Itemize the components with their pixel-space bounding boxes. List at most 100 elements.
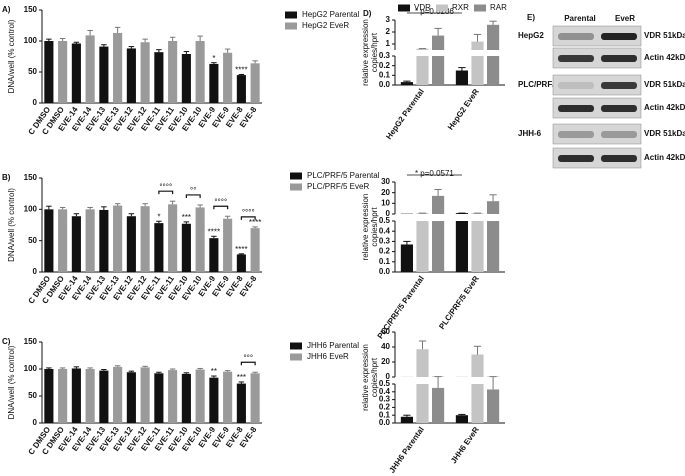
blot-band	[601, 55, 637, 62]
y-tick-label: 3	[386, 15, 391, 24]
bar	[71, 368, 81, 423]
x-tick-label: HepG2 EveR	[446, 87, 481, 132]
bar	[140, 42, 150, 103]
bar	[99, 209, 109, 272]
bar	[71, 43, 81, 103]
significance-mark: ***	[237, 373, 246, 382]
comparison-label: °°	[190, 186, 196, 195]
bar	[154, 373, 164, 423]
y-tick-label: 0.5	[379, 379, 391, 388]
legend-label: RXR	[452, 3, 469, 12]
band-label: Actin 42kDa	[644, 103, 685, 112]
y-axis-label: copies/hprt	[370, 357, 379, 397]
y-tick-label: 100	[24, 364, 38, 373]
y-tick-label: 0.4	[379, 226, 391, 235]
bar	[432, 35, 445, 50]
bar	[416, 48, 429, 50]
bar	[140, 206, 150, 272]
blot-band	[601, 131, 637, 138]
bar	[432, 195, 445, 214]
legend-swatch	[290, 353, 302, 361]
y-tick-label: 100	[24, 204, 38, 213]
bar	[236, 383, 246, 423]
legend-label: PLC/PRF/5 Parental	[307, 171, 380, 180]
blot-band	[601, 82, 637, 89]
cell-line-label: HepG2	[518, 31, 544, 40]
bar	[223, 52, 233, 103]
legend-swatch	[474, 4, 486, 12]
band-label: VDR 51kDa	[644, 129, 685, 138]
bar	[455, 221, 468, 272]
bar	[487, 201, 500, 214]
significance-mark: **	[211, 367, 217, 376]
cell-line-label: PLC/PRF/5	[518, 80, 559, 89]
bar	[58, 209, 68, 272]
y-axis-label: DNA/well (% control)	[7, 19, 16, 93]
bar	[487, 389, 500, 423]
bar	[58, 369, 68, 423]
significance-mark: ***	[182, 213, 191, 222]
bar	[209, 377, 219, 423]
y-tick-label: 0.2	[379, 61, 391, 70]
bar	[126, 372, 136, 423]
significance-mark: ****	[249, 218, 261, 227]
bar	[432, 221, 445, 272]
y-tick-label: 0	[386, 209, 391, 218]
y-tick-label: 0.5	[379, 216, 391, 225]
y-tick-label: 150	[24, 173, 38, 182]
blot-band	[558, 33, 594, 40]
legend-swatch	[290, 172, 302, 180]
x-tick-label: PLC/PRF/5 EveR	[437, 274, 481, 331]
bar	[181, 54, 191, 103]
bar	[113, 205, 123, 272]
legend-label: HepG2 Parental	[302, 10, 360, 19]
y-tick-label: 0.2	[379, 403, 391, 412]
bar	[432, 387, 445, 423]
bar	[99, 46, 109, 103]
legend-label: VDR	[414, 3, 431, 12]
column-header: EveR	[615, 14, 635, 23]
bar	[223, 218, 233, 272]
bar	[400, 416, 413, 423]
bar	[209, 238, 219, 272]
blot-band	[601, 155, 637, 162]
y-tick-label: 0.1	[379, 70, 391, 79]
bar	[99, 370, 109, 423]
y-tick-label: 20	[381, 188, 390, 197]
comparison-label: °°°°	[242, 208, 255, 217]
panel-label: E)	[527, 13, 535, 22]
bar	[250, 373, 260, 423]
y-tick-label: 0.4	[379, 387, 391, 396]
significance-mark: ****	[235, 245, 247, 254]
bar	[416, 56, 429, 85]
significance-mark: *	[157, 212, 160, 221]
y-tick-label: 40	[381, 342, 390, 351]
bar	[126, 216, 136, 272]
bar	[168, 204, 178, 272]
y-tick-label: 0.0	[379, 267, 391, 276]
legend-swatch	[398, 4, 410, 12]
blot-band	[558, 155, 594, 162]
blot-strip	[552, 47, 642, 69]
bar	[487, 56, 500, 85]
bar	[416, 349, 429, 377]
bar	[126, 48, 136, 103]
legend-swatch	[290, 183, 302, 191]
bar	[223, 371, 233, 423]
blot-strip	[552, 25, 642, 47]
comparison-bracket	[185, 194, 201, 198]
bar	[181, 223, 191, 272]
blot-band	[558, 82, 594, 89]
bar	[471, 221, 484, 272]
blot-band	[558, 55, 594, 62]
significance-label: * p=0.0571	[415, 169, 454, 178]
y-tick-label: 0.3	[379, 237, 391, 246]
bar	[487, 24, 500, 50]
blot-band	[601, 33, 637, 40]
y-tick-label: 2	[386, 27, 391, 36]
bar	[71, 216, 81, 272]
bar	[250, 228, 260, 272]
y-axis-label: relative expression	[361, 19, 370, 86]
bar	[85, 35, 95, 103]
